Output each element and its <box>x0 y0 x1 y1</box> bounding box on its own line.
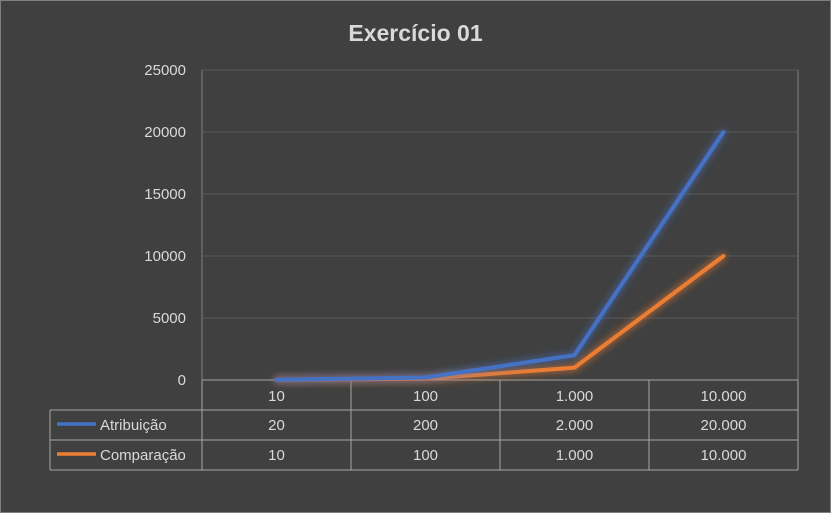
y-tick-label: 10000 <box>144 248 186 265</box>
data-point <box>722 254 725 258</box>
series-line-atribuicao <box>274 130 726 382</box>
y-tick-label: 25000 <box>144 62 186 79</box>
x-tick-label: 10 <box>268 388 285 405</box>
x-tick-label: 10.000 <box>701 388 747 405</box>
legend-label: Atribuição <box>100 417 167 434</box>
legend-label: Comparação <box>100 447 186 464</box>
data-label: 10.000 <box>701 447 747 464</box>
data-label: 20 <box>268 417 285 434</box>
y-tick-label: 20000 <box>144 124 186 141</box>
data-point <box>722 130 725 134</box>
y-tick-label: 0 <box>178 372 186 389</box>
data-label: 2.000 <box>556 417 594 434</box>
data-point <box>424 376 427 380</box>
data-label: 100 <box>413 447 438 464</box>
data-label: 10 <box>268 447 285 464</box>
y-tick-label: 5000 <box>153 310 186 327</box>
x-tick-label: 1.000 <box>556 388 594 405</box>
data-label: 20.000 <box>701 417 747 434</box>
data-label: 1.000 <box>556 447 594 464</box>
data-point <box>573 366 576 370</box>
chart-title: Exercício 01 <box>348 20 483 46</box>
data-point <box>573 353 576 357</box>
data-label: 200 <box>413 417 438 434</box>
y-tick-label: 15000 <box>144 186 186 203</box>
x-tick-label: 100 <box>413 388 438 405</box>
data-point <box>275 378 278 382</box>
